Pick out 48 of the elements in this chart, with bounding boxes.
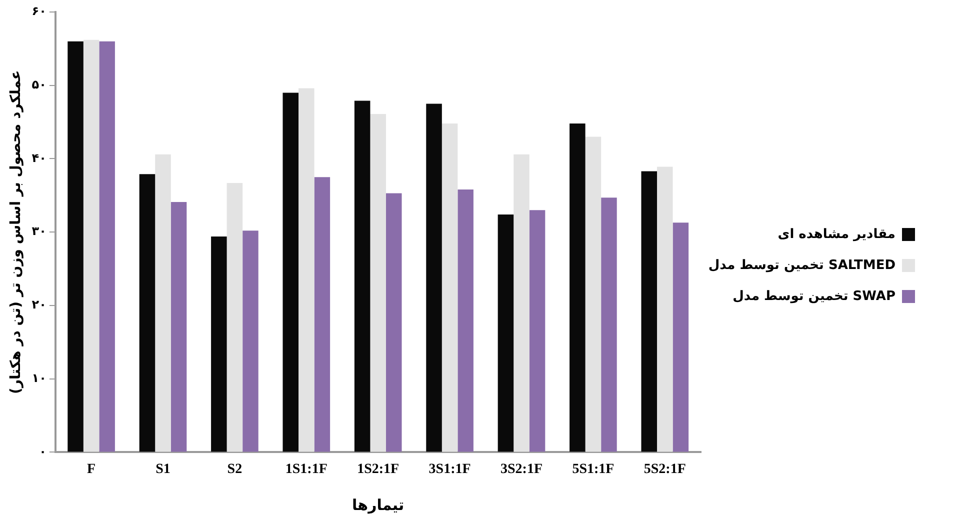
bar	[298, 88, 314, 452]
bar	[570, 124, 586, 452]
x-axis-title: تیمارها	[352, 496, 404, 514]
bar	[585, 136, 602, 452]
bar	[155, 154, 171, 452]
y-tick-label: ۰	[39, 444, 46, 458]
x-tick-label: S1	[156, 462, 170, 478]
bar	[657, 166, 673, 452]
x-tick-label: 5S2:1F	[644, 462, 686, 478]
bar	[514, 154, 530, 452]
bar	[601, 198, 617, 452]
legend-label: تخمین توسط مدل SALTMED	[708, 258, 896, 273]
bar	[83, 40, 100, 452]
x-tick-label: 3S1:1F	[428, 462, 471, 478]
y-tick-label: ۲۰	[32, 298, 46, 312]
bar	[99, 41, 115, 452]
bar	[226, 182, 243, 452]
legend-label: تخمین توسط مدل SWAP	[732, 288, 896, 304]
bar	[211, 236, 227, 452]
bar	[139, 174, 156, 452]
x-tick-label: 1S1:1F	[285, 462, 328, 478]
legend-label: مقادیر مشاهده ای	[778, 226, 896, 242]
x-tick-label: 5S1:1F	[572, 462, 614, 478]
bar	[314, 177, 330, 452]
y-tick-label: ۶۰	[32, 4, 46, 18]
bar	[672, 222, 689, 452]
bar	[386, 193, 402, 452]
bar	[641, 171, 658, 452]
y-tick-label: ۴۰	[32, 150, 46, 165]
x-tick-label: 3S2:1F	[500, 462, 542, 478]
y-tick-label: ۱۰	[32, 370, 46, 385]
x-tick-label: S2	[227, 462, 242, 478]
bar	[442, 124, 458, 452]
y-axis-title: عملکرد محصول بر اساس وزن تر (تن در هکتار)	[8, 70, 24, 394]
bar	[426, 104, 442, 452]
x-tick-label: F	[87, 462, 96, 478]
bar	[170, 202, 187, 452]
bar	[370, 114, 386, 452]
y-tick-label: ۳۰	[32, 224, 46, 238]
bar	[68, 41, 84, 452]
bar	[242, 230, 258, 452]
y-tick-label: ۵۰	[32, 77, 46, 92]
bar	[529, 210, 546, 452]
bar	[458, 190, 474, 452]
bar	[282, 92, 299, 452]
bar	[498, 214, 514, 452]
x-tick-label: 1S2:1F	[357, 462, 400, 478]
bar	[354, 100, 370, 452]
